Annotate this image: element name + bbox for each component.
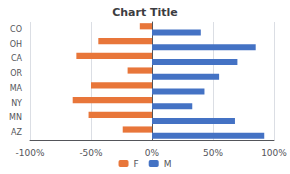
svg-text:Chart Title: Chart Title [112,6,178,19]
svg-text:CO: CO [10,25,22,34]
svg-text:50%: 50% [203,148,223,158]
svg-text:OH: OH [10,40,22,49]
svg-text:CA: CA [11,54,23,63]
svg-text:NY: NY [11,99,22,108]
svg-text:AZ: AZ [11,128,22,137]
svg-text:OR: OR [10,69,22,78]
svg-text:0%: 0% [145,148,160,158]
svg-text:-100%: -100% [16,148,45,158]
svg-text:-50%: -50% [79,148,103,158]
svg-text:MA: MA [10,84,23,93]
svg-text:MN: MN [9,113,22,122]
svg-text:F: F [134,159,139,169]
svg-text:100%: 100% [261,148,287,158]
svg-text:M: M [164,159,172,169]
